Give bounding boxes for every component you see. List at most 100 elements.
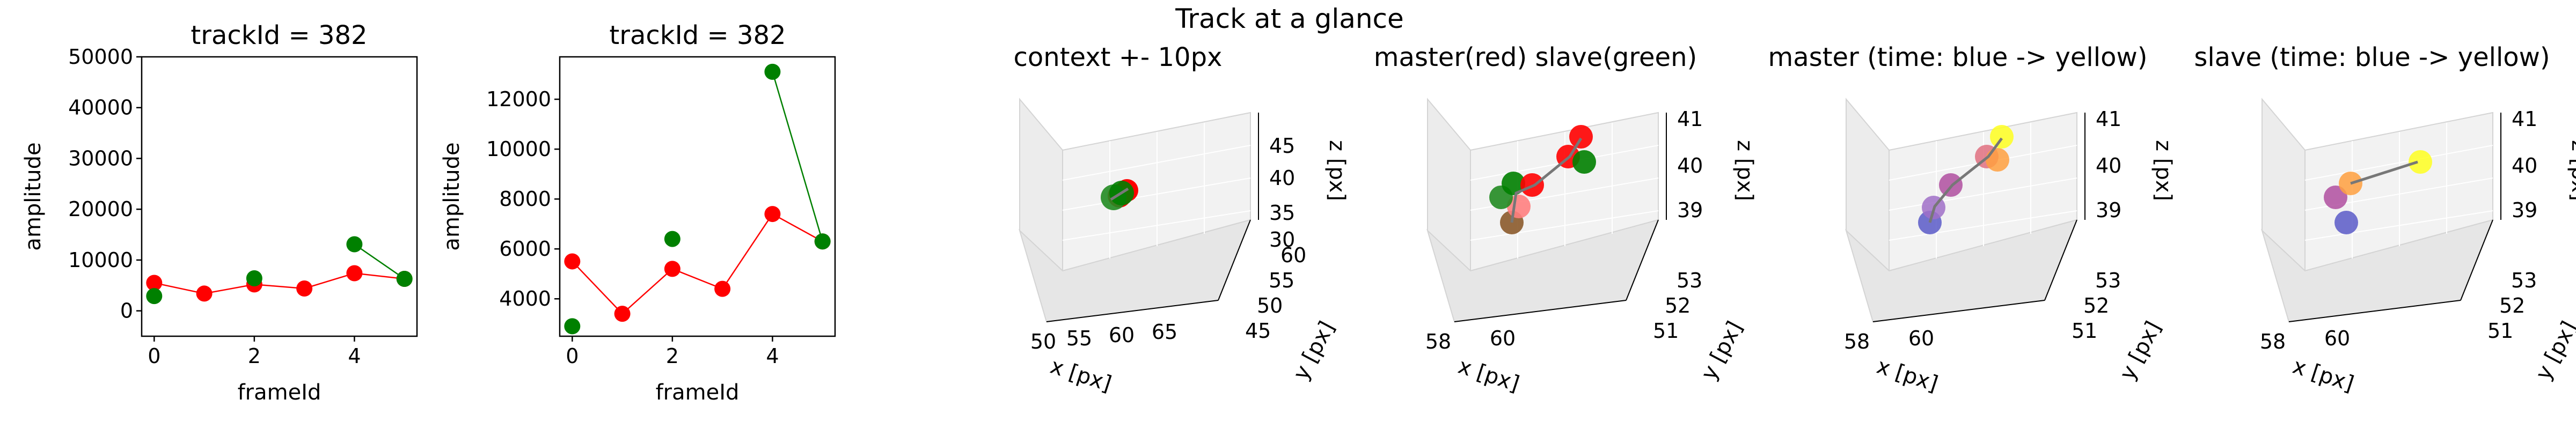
- data-point: [664, 261, 680, 277]
- context-3d-panel: context +- 10px 50 55 60 65 4550556030354045…: [1014, 42, 1349, 397]
- data-point: [346, 265, 363, 282]
- x-axis-line: [2288, 300, 2461, 322]
- data-point: [2334, 211, 2358, 234]
- data-point: [1990, 125, 2014, 149]
- x-tick-label: 58: [1844, 330, 1870, 353]
- x-axis-label: x [px]: [1455, 354, 1522, 397]
- y-axis-label: y [px]: [2115, 317, 2166, 384]
- data-point: [346, 236, 363, 253]
- data-point: [1502, 172, 1525, 195]
- z-axis-label: z [px]: [1732, 140, 1757, 201]
- z-tick-label: 40: [2096, 154, 2121, 177]
- z-tick-label: 40: [2512, 154, 2537, 177]
- z-tick-label: 41: [1677, 107, 1703, 131]
- y-tick-label: 10000: [486, 137, 551, 161]
- z-axis-label: z [px]: [2151, 140, 2176, 201]
- plot-frame: [141, 56, 418, 337]
- y-tick-label: 55: [1269, 269, 1294, 292]
- y-axis-label: amplitude: [440, 142, 464, 250]
- x-tick-label: 58: [1425, 330, 1451, 353]
- y-tick-label: 60: [1280, 243, 1306, 267]
- y-axis-line: [1626, 219, 1659, 301]
- y-axis-line: [2460, 219, 2493, 301]
- data-point: [196, 285, 213, 302]
- x-axis-line: [1046, 300, 1219, 322]
- data-point: [764, 63, 781, 80]
- x-axis-label: frameId: [238, 380, 321, 405]
- track-line: [2350, 160, 2418, 185]
- z-axis-label: z [px]: [2567, 140, 2576, 201]
- amplitude-panel-2: trackId = 382 0 2 4 4000 6000 8000 10000 12000 fr…: [440, 20, 836, 405]
- y-tick-label: 52: [1665, 294, 1690, 317]
- figure-suptitle: Track at a glance: [1175, 3, 1404, 34]
- y-tick-label: 10000: [68, 248, 133, 272]
- master-3d-panel: master (time: blue -> yellow) 58 60 515253…: [1768, 42, 2176, 397]
- y-tick-label: 52: [2499, 294, 2525, 317]
- data-point: [1569, 125, 1593, 149]
- z-tick-label: 41: [2096, 107, 2121, 131]
- x-axis-line: [1454, 300, 1627, 322]
- amplitude-panel-1: trackId = 382 0 2 4 0 10000 20000 30000 40000 500…: [21, 20, 418, 405]
- z-tick-label: 40: [1677, 154, 1703, 177]
- series-line: [772, 71, 823, 242]
- x-tick-label: 55: [1066, 327, 1092, 350]
- data-point: [146, 288, 163, 305]
- x-tick-label: 2: [248, 344, 261, 368]
- series-line: [572, 213, 823, 315]
- data-point: [2409, 150, 2432, 174]
- y-tick-label: 40000: [68, 96, 133, 120]
- y-axis-line: [2044, 219, 2077, 301]
- y-tick-label: 45: [1245, 319, 1271, 343]
- y-tick-label: 8000: [499, 187, 551, 211]
- track-line: [1110, 187, 1129, 201]
- series-line: [354, 243, 405, 279]
- x-axis-label: x [px]: [1874, 354, 1941, 397]
- x-tick-label: 60: [1908, 327, 1934, 350]
- panel-title: context +- 10px: [1014, 42, 1223, 72]
- y-tick-label: 20000: [68, 197, 133, 221]
- z-tick-label: 39: [1677, 198, 1703, 222]
- x-axis-label: frameId: [656, 380, 740, 405]
- data-point: [246, 270, 262, 287]
- y-tick-label: 50: [1257, 294, 1283, 317]
- track-line: [1510, 137, 1583, 223]
- panel-title: master(red) slave(green): [1374, 42, 1697, 72]
- x-tick-label: 50: [1030, 330, 1056, 353]
- y-axis-line: [1218, 219, 1251, 301]
- data-point: [814, 233, 831, 250]
- x-tick-label: 4: [348, 344, 361, 368]
- x-tick-label: 60: [2324, 327, 2350, 350]
- x-tick-label: 4: [766, 344, 779, 368]
- grid-line: [2304, 210, 2493, 241]
- y-axis-label: y [px]: [1696, 317, 1747, 384]
- y-tick-label: 53: [2095, 269, 2121, 292]
- panel-title: slave (time: blue -> yellow): [2194, 42, 2550, 72]
- data-point: [2324, 186, 2347, 209]
- x-tick-label: 0: [566, 344, 579, 368]
- y-tick-label: 52: [2083, 294, 2109, 317]
- data-point: [1572, 150, 1596, 174]
- y-tick-label: 51: [2072, 319, 2097, 343]
- x-tick-label: 60: [1109, 323, 1135, 347]
- grid-line: [1062, 210, 1251, 241]
- z-tick-label: 39: [2512, 198, 2537, 222]
- series-line: [154, 272, 405, 294]
- x-tick-label: 65: [1152, 320, 1177, 344]
- data-point: [296, 280, 313, 297]
- y-tick-label: 12000: [486, 87, 551, 111]
- y-axis-label: y [px]: [1289, 317, 1340, 384]
- data-point: [714, 280, 731, 297]
- y-tick-label: 53: [1677, 269, 1702, 292]
- grid-line: [1470, 210, 1659, 241]
- x-tick-label: 60: [1490, 327, 1516, 350]
- y-tick-label: 6000: [499, 237, 551, 261]
- x-axis-label: x [px]: [1047, 354, 1114, 397]
- x-tick-label: 58: [2260, 330, 2286, 353]
- z-tick-label: 40: [1269, 166, 1295, 190]
- y-tick-label: 51: [1653, 319, 1679, 343]
- panel-title: master (time: blue -> yellow): [1768, 42, 2148, 72]
- y-tick-label: 0: [120, 299, 133, 323]
